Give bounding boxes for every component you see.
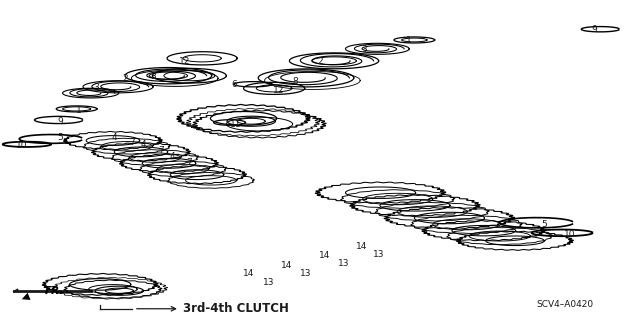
Text: 14: 14 (281, 261, 292, 270)
Text: 10: 10 (16, 141, 28, 150)
Text: 12: 12 (273, 86, 284, 95)
Text: 13: 13 (338, 259, 349, 268)
Text: 13: 13 (263, 278, 275, 287)
Text: 5: 5 (58, 133, 63, 142)
Text: 3: 3 (362, 45, 367, 54)
Text: 4: 4 (170, 152, 175, 161)
Text: 9: 9 (57, 117, 63, 126)
Text: 4: 4 (141, 140, 147, 149)
Text: 7: 7 (129, 137, 135, 147)
Text: 10: 10 (564, 230, 575, 239)
Text: 13: 13 (300, 269, 312, 278)
Text: 3: 3 (93, 83, 99, 92)
Text: 1: 1 (76, 106, 82, 115)
Text: 6: 6 (231, 80, 237, 89)
Text: 8: 8 (150, 72, 156, 81)
Text: 2: 2 (317, 57, 323, 66)
Text: 11: 11 (230, 120, 241, 129)
Text: 4: 4 (112, 133, 118, 142)
Text: 13: 13 (373, 250, 385, 259)
Text: 1: 1 (406, 36, 412, 45)
Text: 5: 5 (541, 220, 547, 229)
Text: 7: 7 (158, 145, 164, 154)
Text: 7: 7 (186, 158, 192, 167)
Text: 9: 9 (591, 25, 597, 34)
Text: FR.: FR. (45, 286, 64, 296)
Text: SCV4–A0420: SCV4–A0420 (537, 300, 594, 309)
Text: 8: 8 (292, 77, 298, 85)
Text: 2: 2 (123, 74, 129, 83)
Text: 14: 14 (243, 270, 254, 278)
Text: 14: 14 (356, 242, 367, 251)
Text: 12: 12 (179, 57, 191, 66)
Text: 14: 14 (319, 251, 331, 260)
Text: 3rd-4th CLUTCH: 3rd-4th CLUTCH (183, 302, 289, 315)
